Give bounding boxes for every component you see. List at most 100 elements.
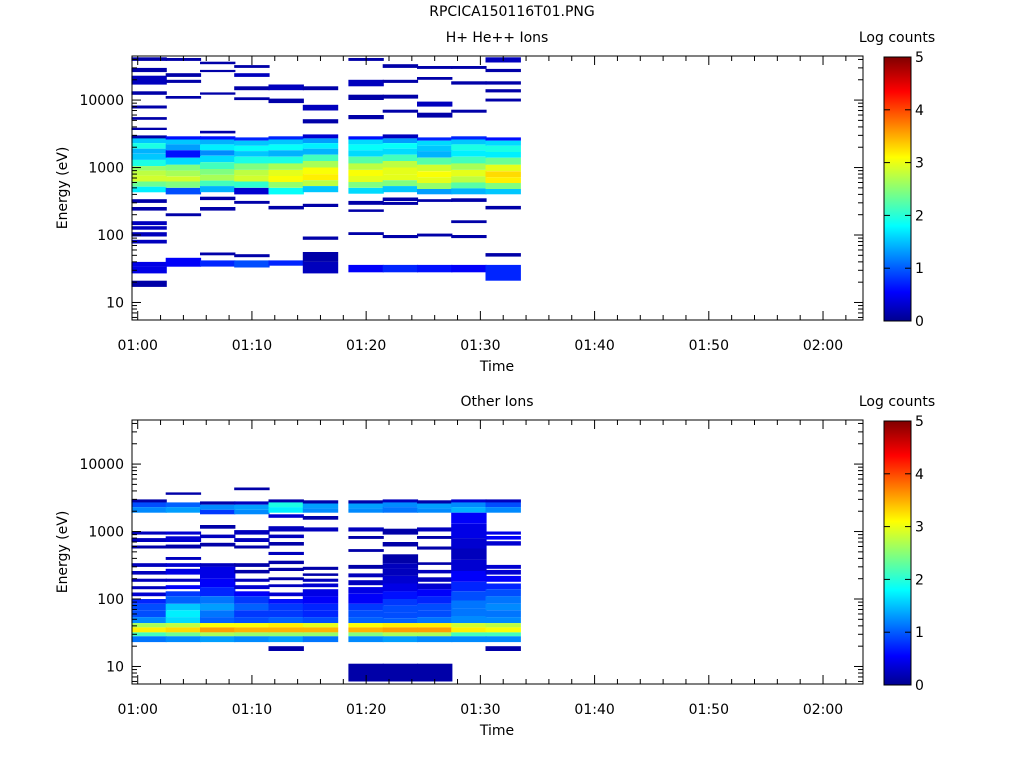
heatmap-cell: [451, 559, 487, 571]
heatmap-cell: [348, 170, 384, 176]
heatmap-cell: [302, 148, 339, 155]
x-tick-label: 01:30: [460, 338, 500, 354]
heatmap-cell: [200, 130, 236, 134]
heatmap-cell: [165, 187, 202, 195]
heatmap-cell: [234, 610, 270, 618]
heatmap-cell: [302, 516, 339, 520]
heatmap-cell: [165, 139, 202, 145]
heatmap-cell: [451, 600, 487, 609]
heatmap-cell: [382, 143, 419, 149]
colorbar-tick-label: 1: [915, 625, 924, 641]
heatmap-cell: [348, 187, 384, 194]
heatmap-cell: [485, 589, 521, 597]
heatmap-cell: [200, 180, 236, 187]
heatmap-cell: [417, 603, 453, 611]
heatmap-cell: [348, 564, 384, 569]
heatmap-cell: [234, 627, 270, 633]
heatmap-cell: [417, 596, 453, 604]
heatmap-cell: [200, 525, 236, 529]
heatmap-cell: [348, 200, 384, 205]
heatmap-cell: [234, 260, 270, 268]
heatmap-cell: [131, 261, 167, 267]
heatmap-cell: [348, 587, 384, 594]
heatmap-cell: [348, 150, 384, 157]
panel-title: Other Ions: [460, 394, 533, 410]
heatmap-cell: [200, 260, 236, 267]
heatmap-cell: [417, 151, 453, 158]
heatmap-cell: [417, 503, 453, 509]
heatmap-cell: [234, 636, 270, 643]
heatmap-cell: [382, 161, 419, 168]
heatmap-cell: [302, 203, 339, 207]
colorbar-tick-label: 5: [915, 50, 924, 66]
heatmap-cell: [417, 77, 453, 80]
heatmap-cell: [417, 500, 453, 504]
colorbar-tick-label: 1: [915, 261, 924, 277]
heatmap-cell: [268, 567, 304, 571]
heatmap-cell: [131, 586, 167, 590]
heatmap-cell: [451, 608, 487, 616]
colorbar-tick-label: 4: [915, 467, 924, 483]
heatmap-cell: [200, 186, 236, 193]
heatmap-cell: [268, 156, 304, 164]
heatmap-cell: [234, 140, 270, 146]
heatmap-cell: [200, 610, 236, 618]
heatmap-cell: [485, 140, 521, 146]
heatmap-cell: [131, 563, 167, 567]
x-axis: 01:00 01:10 01:20 01:30 01:40 01:50 02:00: [118, 56, 847, 354]
heatmap-cells: [131, 487, 521, 682]
heatmap-cell: [382, 583, 419, 592]
heatmap-cell: [268, 144, 304, 151]
heatmap-cell: [451, 139, 487, 145]
heatmap-cell: [200, 207, 236, 211]
heatmap-cell: [451, 136, 487, 140]
heatmap-cell: [268, 599, 304, 604]
heatmap-cell: [131, 266, 167, 274]
heatmap-cell: [485, 603, 521, 611]
heatmap-cell: [417, 636, 453, 643]
heatmap-cell: [348, 623, 384, 628]
heatmap-cell: [268, 502, 304, 508]
heatmap-cell: [268, 646, 304, 651]
heatmap-cell: [382, 154, 419, 161]
heatmap-cell: [234, 151, 270, 157]
heatmap-cell: [234, 175, 270, 182]
y-axis: 10 100 1000 10000: [79, 58, 863, 318]
heatmap-cell: [417, 189, 453, 195]
heatmap-cell: [165, 623, 202, 628]
heatmap-cell: [234, 538, 270, 542]
heatmap-cell: [417, 627, 453, 633]
y-axis-label: Energy (eV): [55, 511, 71, 594]
heatmap-cell: [302, 143, 339, 149]
x-axis: 01:00 01:10 01:20 01:30 01:40 01:50 02:00: [118, 420, 847, 718]
heatmap-cell: [131, 159, 167, 167]
heatmap-cell: [302, 119, 339, 124]
heatmap-cell: [165, 557, 202, 560]
colorbar-ticks: 0 1 2 3 4 5: [884, 50, 924, 330]
heatmap-cell: [165, 164, 202, 171]
heatmap-cell: [302, 596, 339, 604]
heatmap-cell: [382, 174, 419, 181]
heatmap-cell: [234, 563, 270, 567]
heatmap-cell: [165, 157, 202, 165]
heatmap-cell: [451, 66, 487, 69]
heatmap-cell: [382, 138, 419, 144]
heatmap-cell: [131, 599, 167, 604]
heatmap-cell: [200, 578, 236, 588]
heatmap-cell: [382, 632, 419, 637]
heatmap-cell: [165, 531, 202, 535]
heatmap-cell: [302, 167, 339, 174]
heatmap-cell: [417, 137, 453, 141]
heatmap-cell: [165, 176, 202, 182]
heatmap-cell: [131, 143, 167, 149]
heatmap-cell: [348, 610, 384, 618]
heatmap-cell: [451, 499, 487, 503]
heatmap-cell: [451, 581, 487, 592]
heatmap-cell: [268, 592, 304, 597]
heatmap-cell: [417, 632, 453, 637]
heatmap-cell: [200, 155, 236, 163]
heatmap-cell: [417, 589, 453, 597]
x-tick-label: 02:00: [803, 702, 843, 718]
heatmap-cell: [165, 636, 202, 643]
x-tick-label: 01:40: [574, 338, 614, 354]
